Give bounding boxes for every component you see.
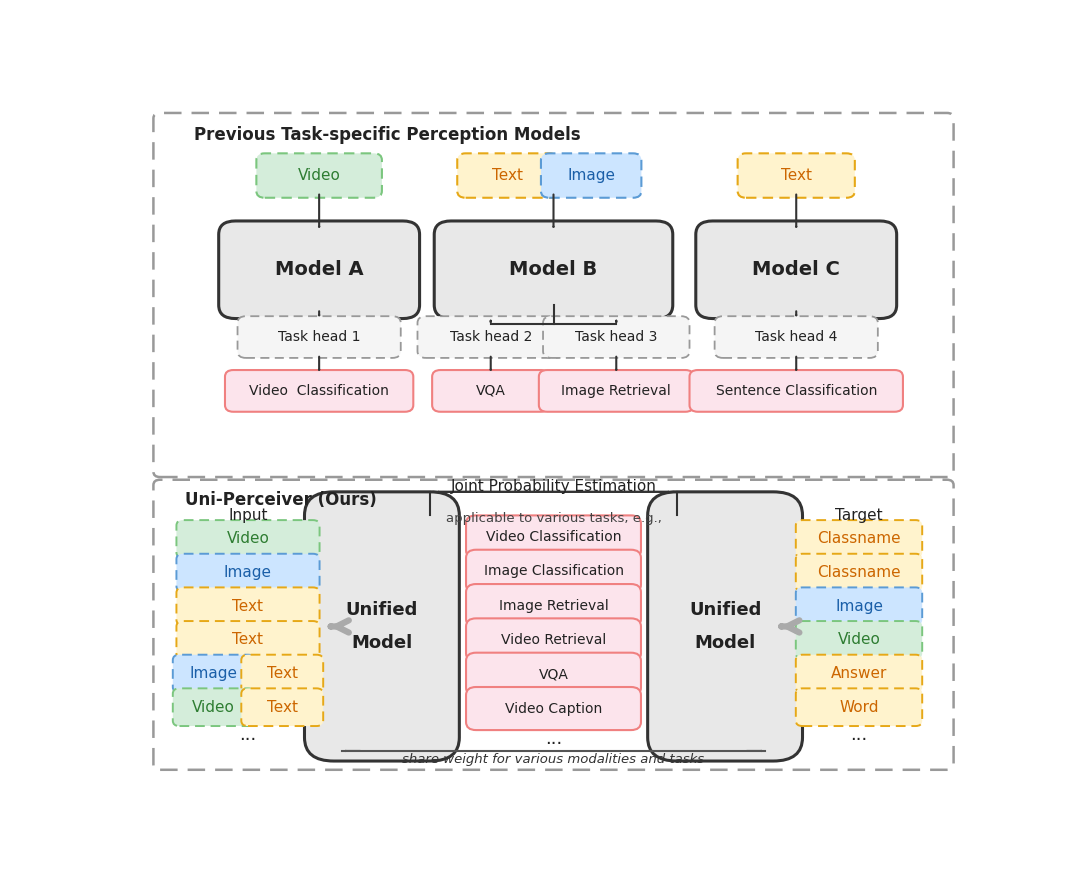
Text: Image: Image xyxy=(224,565,272,580)
FancyBboxPatch shape xyxy=(241,655,323,692)
Text: Unified: Unified xyxy=(346,600,418,619)
FancyBboxPatch shape xyxy=(176,520,320,558)
FancyBboxPatch shape xyxy=(173,655,255,692)
Text: Classname: Classname xyxy=(818,531,901,546)
FancyBboxPatch shape xyxy=(696,221,896,318)
FancyBboxPatch shape xyxy=(457,153,557,198)
Text: Image Retrieval: Image Retrieval xyxy=(499,599,608,613)
Text: Unified: Unified xyxy=(689,600,761,619)
Text: Video: Video xyxy=(192,700,235,715)
Text: Video  Classification: Video Classification xyxy=(249,384,389,398)
Text: Video Retrieval: Video Retrieval xyxy=(501,633,606,647)
FancyBboxPatch shape xyxy=(176,587,320,625)
Text: Model A: Model A xyxy=(274,260,364,280)
FancyBboxPatch shape xyxy=(418,316,564,358)
FancyBboxPatch shape xyxy=(738,153,855,198)
Text: Task head 1: Task head 1 xyxy=(278,330,361,344)
FancyBboxPatch shape xyxy=(218,221,420,318)
Text: Model C: Model C xyxy=(753,260,840,280)
FancyBboxPatch shape xyxy=(173,689,255,726)
Text: Classname: Classname xyxy=(818,565,901,580)
FancyBboxPatch shape xyxy=(176,554,320,592)
Text: Model: Model xyxy=(351,635,413,652)
Text: Text: Text xyxy=(232,633,264,648)
FancyBboxPatch shape xyxy=(467,619,640,662)
FancyBboxPatch shape xyxy=(796,621,922,659)
Text: Model B: Model B xyxy=(510,260,597,280)
FancyBboxPatch shape xyxy=(543,316,689,358)
FancyBboxPatch shape xyxy=(541,153,642,198)
FancyBboxPatch shape xyxy=(225,370,414,412)
FancyBboxPatch shape xyxy=(153,113,954,477)
Text: Input: Input xyxy=(228,508,268,523)
FancyBboxPatch shape xyxy=(715,316,878,358)
FancyBboxPatch shape xyxy=(539,370,693,412)
Text: Video: Video xyxy=(227,531,269,546)
Text: Video Caption: Video Caption xyxy=(504,702,603,716)
Text: Video: Video xyxy=(298,168,340,183)
Text: Image: Image xyxy=(190,666,238,681)
Text: Video Classification: Video Classification xyxy=(486,530,621,544)
Text: ...: ... xyxy=(850,726,867,745)
FancyBboxPatch shape xyxy=(153,480,954,770)
FancyBboxPatch shape xyxy=(796,689,922,726)
Text: Image Classification: Image Classification xyxy=(484,565,623,579)
Text: ...: ... xyxy=(545,730,562,748)
FancyBboxPatch shape xyxy=(648,492,802,761)
Text: Image: Image xyxy=(835,599,883,614)
Text: Text: Text xyxy=(232,599,264,614)
Text: applicable to various tasks, e.g.,: applicable to various tasks, e.g., xyxy=(446,512,661,525)
Text: Task head 4: Task head 4 xyxy=(755,330,837,344)
Text: Image: Image xyxy=(567,168,616,183)
Text: share weight for various modalities and tasks: share weight for various modalities and … xyxy=(403,753,704,766)
Text: Video: Video xyxy=(838,633,880,648)
FancyBboxPatch shape xyxy=(689,370,903,412)
FancyBboxPatch shape xyxy=(796,554,922,592)
FancyBboxPatch shape xyxy=(432,370,550,412)
Text: Text: Text xyxy=(781,168,812,183)
FancyBboxPatch shape xyxy=(434,221,673,318)
Text: Target: Target xyxy=(835,508,882,523)
FancyBboxPatch shape xyxy=(256,153,382,198)
Text: Answer: Answer xyxy=(831,666,887,681)
FancyBboxPatch shape xyxy=(176,621,320,659)
FancyBboxPatch shape xyxy=(467,516,640,558)
Text: VQA: VQA xyxy=(539,667,568,681)
FancyBboxPatch shape xyxy=(467,653,640,696)
Text: Image Retrieval: Image Retrieval xyxy=(562,384,671,398)
FancyBboxPatch shape xyxy=(241,689,323,726)
Text: Text: Text xyxy=(267,666,298,681)
Text: Task head 2: Task head 2 xyxy=(449,330,532,344)
Text: ...: ... xyxy=(240,726,257,745)
Text: Joint Probability Estimation: Joint Probability Estimation xyxy=(450,479,657,494)
Text: Sentence Classification: Sentence Classification xyxy=(716,384,877,398)
Text: Task head 3: Task head 3 xyxy=(575,330,658,344)
Text: Uni-Perceiver (Ours): Uni-Perceiver (Ours) xyxy=(186,491,377,509)
FancyBboxPatch shape xyxy=(796,520,922,558)
Text: Text: Text xyxy=(492,168,523,183)
Text: Text: Text xyxy=(267,700,298,715)
FancyBboxPatch shape xyxy=(238,316,401,358)
FancyBboxPatch shape xyxy=(796,655,922,692)
FancyBboxPatch shape xyxy=(467,584,640,628)
Text: Word: Word xyxy=(839,700,879,715)
Text: Previous Task-specific Perception Models: Previous Task-specific Perception Models xyxy=(193,126,580,144)
FancyBboxPatch shape xyxy=(796,587,922,625)
FancyBboxPatch shape xyxy=(467,687,640,730)
FancyBboxPatch shape xyxy=(305,492,459,761)
Text: Model: Model xyxy=(694,635,756,652)
Text: VQA: VQA xyxy=(476,384,505,398)
FancyBboxPatch shape xyxy=(467,550,640,593)
